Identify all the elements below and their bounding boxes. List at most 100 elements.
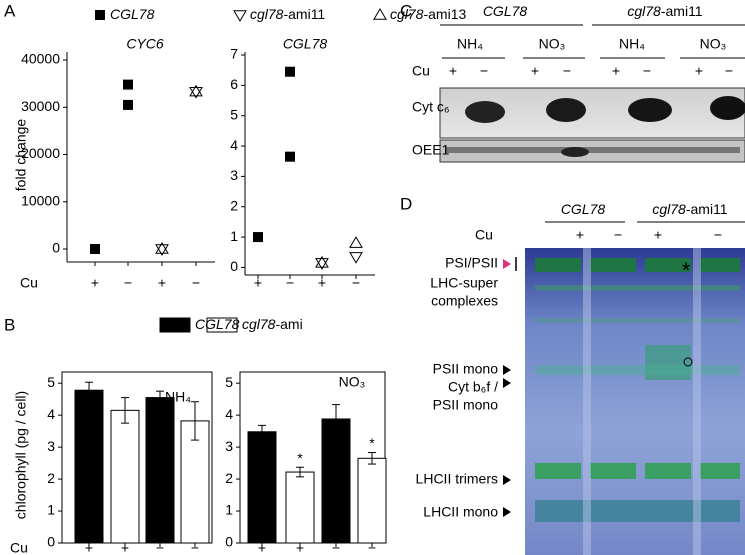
lane-gap xyxy=(583,248,591,555)
cu-label: Cu xyxy=(475,227,493,243)
legend-swatch xyxy=(159,317,191,333)
y-tick-label: 40000 xyxy=(21,51,60,67)
band-label: LHCII trimers xyxy=(416,471,498,487)
cu-tick: + xyxy=(654,227,662,243)
blot-panel: CGL78 cgl78-ami11 NH₄ NO₃ NH₄ NO₃ Cu + −… xyxy=(412,3,745,163)
x-tick-label: − xyxy=(191,540,199,555)
x-tick-label: + xyxy=(121,540,129,555)
row-label: Cyt c₆ xyxy=(412,99,450,115)
point xyxy=(95,10,105,20)
cu-tick: − xyxy=(480,63,488,79)
point xyxy=(189,86,203,99)
panel-label: A xyxy=(4,1,16,20)
arrow xyxy=(503,475,511,485)
arrow xyxy=(503,365,511,375)
legend-label: CGL78 xyxy=(110,6,155,22)
cu-tick: − xyxy=(725,63,733,79)
y-tick-label: 30000 xyxy=(21,98,60,114)
legend-label: cgl78-ami11 xyxy=(250,6,325,22)
band-label: PSII mono xyxy=(433,397,499,413)
y-tick-label: 5 xyxy=(230,106,238,122)
y-tick-label: 1 xyxy=(47,502,55,518)
blot-band xyxy=(710,96,745,120)
x-tick-label: − xyxy=(368,540,376,555)
bar xyxy=(145,397,175,544)
y-tick-label: 1 xyxy=(225,502,233,518)
cu-tick: − xyxy=(643,63,651,79)
cu-tick: + xyxy=(695,63,703,79)
y-tick-label: 3 xyxy=(230,167,238,183)
blot-band xyxy=(445,147,740,153)
row-label: OEE1 xyxy=(412,142,450,158)
y-tick-label: 4 xyxy=(225,406,233,422)
point xyxy=(90,244,100,255)
point xyxy=(315,255,329,268)
band-label: PSI/PSII xyxy=(445,255,498,271)
x-tick-label: − xyxy=(156,540,164,555)
band-label: complexes xyxy=(431,293,498,309)
chart-title: CYC6 xyxy=(126,36,164,52)
significance-marker: * xyxy=(369,435,375,451)
point xyxy=(189,84,203,97)
y-tick-label: 0 xyxy=(230,258,238,274)
bar xyxy=(110,409,140,544)
nitrogen-label: NO₃ xyxy=(700,36,727,52)
arrow xyxy=(503,507,511,517)
arrow xyxy=(503,378,511,388)
y-tick-label: 6 xyxy=(230,76,238,92)
bar xyxy=(321,418,351,544)
significance-marker: * xyxy=(297,450,303,466)
y-tick-label: 20000 xyxy=(21,145,60,161)
cu-tick: − xyxy=(614,227,622,243)
blot-image xyxy=(439,87,745,139)
band-label: PSII mono xyxy=(433,361,499,377)
legend-label: cgl78-ami xyxy=(242,316,303,332)
genotype-label: CGL78 xyxy=(483,3,528,19)
cu-tick: − xyxy=(563,63,571,79)
panel-label: C xyxy=(400,1,412,20)
y-tick-label: 3 xyxy=(47,438,55,454)
legend-swatch xyxy=(206,317,238,333)
point xyxy=(155,244,169,256)
x-tick-label: − xyxy=(332,540,340,555)
genotype-label: cgl78-ami11 xyxy=(627,3,702,19)
cu-label: Cu xyxy=(412,63,430,79)
bar xyxy=(247,431,277,544)
legend-label: CGL78 xyxy=(195,316,240,332)
genotype-label: cgl78-ami11 xyxy=(652,201,727,217)
x-axis-label: Cu xyxy=(20,275,38,291)
y-tick-label: 0 xyxy=(47,534,55,550)
nitrogen-label: NH₄ xyxy=(619,36,645,52)
x-tick-label: + xyxy=(318,275,326,291)
x-tick-label: + xyxy=(258,540,266,555)
gel-panel: CGL78 cgl78-ami11 Cu + − + − * xyxy=(475,201,745,555)
band-label: Cyt b₆f / xyxy=(448,379,498,395)
y-tick-label: 2 xyxy=(47,470,55,486)
x-tick-label: + xyxy=(254,275,262,291)
x-tick-label: − xyxy=(352,275,360,291)
y-tick-label: 3 xyxy=(225,438,233,454)
nitrogen-label: NH₄ xyxy=(457,36,483,52)
y-tick-label: 7 xyxy=(230,46,238,62)
y-tick-label: 10000 xyxy=(21,192,60,208)
point xyxy=(233,10,247,22)
y-tick-label: 4 xyxy=(230,137,238,153)
point xyxy=(253,232,263,243)
y-tick-label: 2 xyxy=(230,197,238,213)
cu-tick: + xyxy=(531,63,539,79)
x-tick-label: + xyxy=(85,540,93,555)
nitrogen-label: NO₃ xyxy=(539,36,566,52)
x-axis-label: Cu xyxy=(10,540,28,555)
blot-band xyxy=(465,101,505,123)
blot-band xyxy=(561,147,589,157)
x-tick-label: − xyxy=(124,275,132,291)
genotype-label: CGL78 xyxy=(561,201,606,217)
cu-tick: + xyxy=(612,63,620,79)
x-tick-label: + xyxy=(158,275,166,291)
circle-marker xyxy=(683,357,693,367)
y-tick-label: 0 xyxy=(225,534,233,550)
y-tick-label: 2 xyxy=(225,470,233,486)
bar xyxy=(357,457,387,544)
point xyxy=(315,258,329,270)
